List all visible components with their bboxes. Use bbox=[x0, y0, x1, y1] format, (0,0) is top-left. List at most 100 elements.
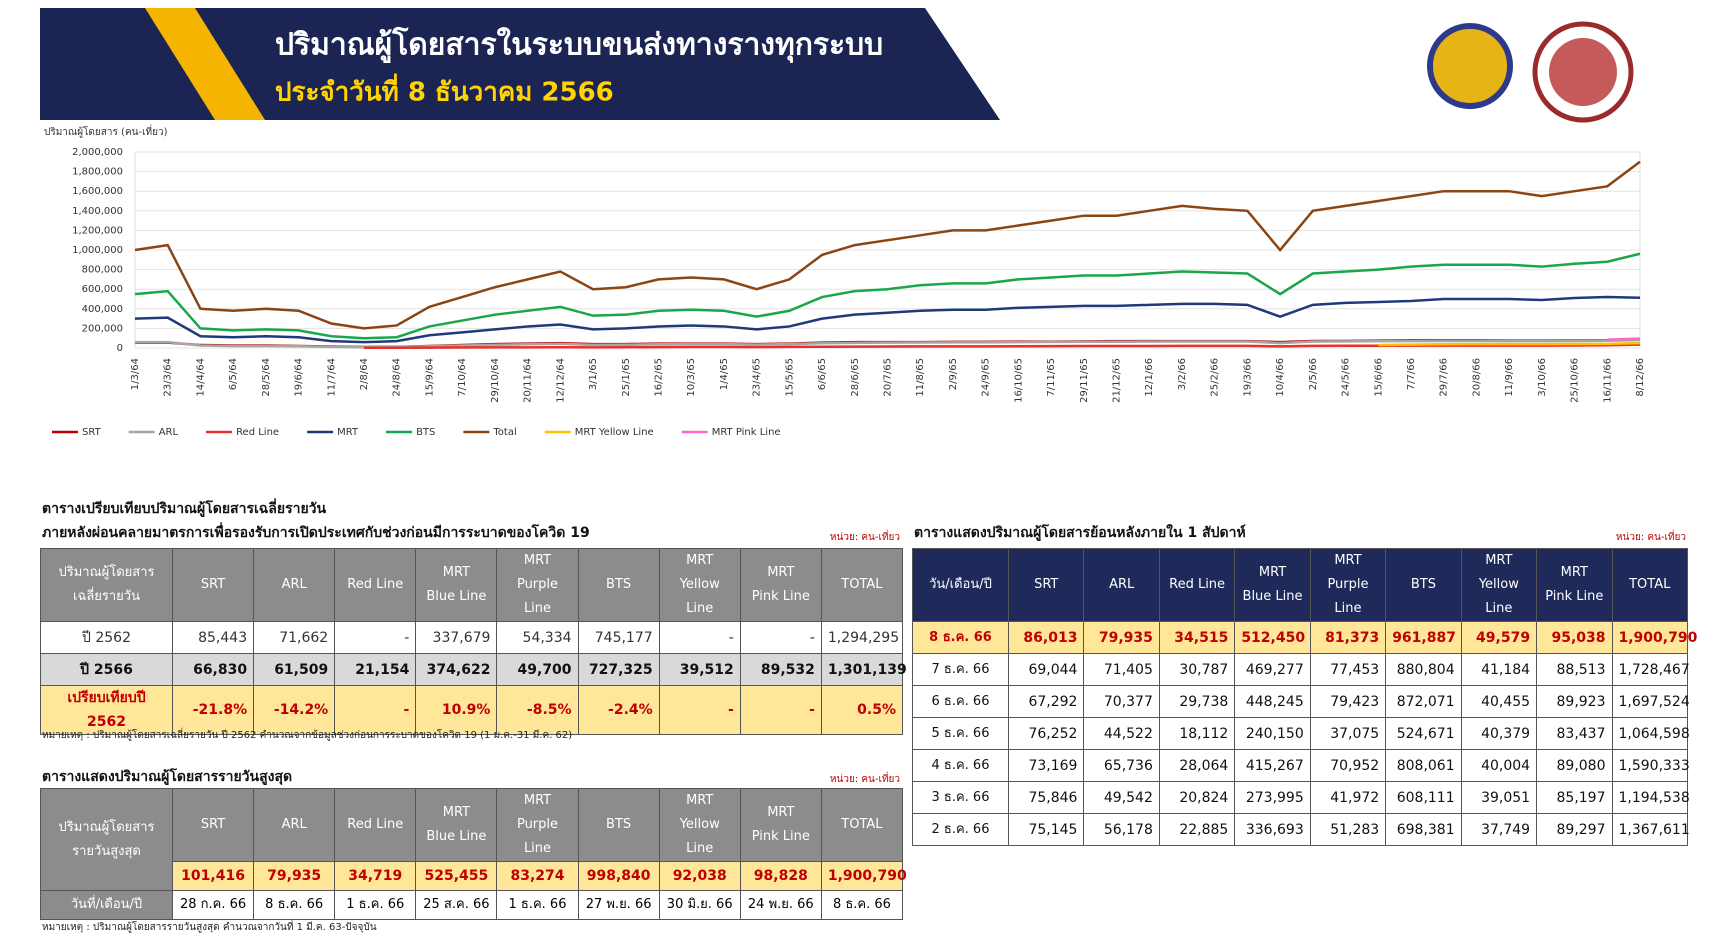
y-tick-label: 1,200,000 bbox=[72, 225, 123, 236]
table-cell: ปริมาณผู้โดยสาร รายวันสูงสุด bbox=[40, 788, 173, 891]
table-cell: - bbox=[334, 685, 417, 735]
table-cell: 40,455 bbox=[1460, 685, 1538, 718]
table-cell: BTS bbox=[577, 548, 660, 622]
table-cell: 1,294,295 bbox=[820, 621, 903, 654]
table-cell: 1,064,598 bbox=[1611, 717, 1690, 750]
table-cell: TOTAL bbox=[820, 788, 903, 862]
x-tick-label: 10/4/66 bbox=[1275, 358, 1286, 397]
table-cell: 698,381 bbox=[1385, 813, 1462, 846]
table-cell: Red Line bbox=[334, 788, 417, 862]
y-tick-label: 1,000,000 bbox=[72, 245, 123, 256]
table-cell: ARL bbox=[1083, 548, 1160, 622]
table-cell: 65,736 bbox=[1083, 749, 1160, 782]
table-cell: 44,522 bbox=[1083, 717, 1160, 750]
logo bbox=[1427, 23, 1513, 109]
table-cell: 8 ธ.ค. 66 bbox=[253, 890, 336, 920]
x-tick-label: 23/4/65 bbox=[752, 358, 763, 397]
table-cell: 337,679 bbox=[415, 621, 498, 654]
table-cell: 448,245 bbox=[1234, 685, 1311, 718]
table-cell: 73,169 bbox=[1007, 749, 1085, 782]
x-tick-label: 20/8/66 bbox=[1471, 358, 1482, 397]
subtitle: ประจำวันที่ 8 ธันวาคม 2566 bbox=[275, 73, 614, 108]
table-cell: SRT bbox=[171, 548, 255, 622]
x-tick-label: 25/10/66 bbox=[1570, 358, 1581, 403]
x-tick-label: 10/3/65 bbox=[686, 358, 697, 397]
table-cell: 34,515 bbox=[1158, 621, 1236, 654]
table-cell: BTS bbox=[577, 788, 660, 862]
table-cell: 30 มิ.ย. 66 bbox=[658, 890, 741, 920]
table-cell: 22,885 bbox=[1158, 813, 1236, 846]
x-tick-label: 20/11/64 bbox=[523, 358, 534, 403]
table-cell: 79,935 bbox=[1083, 621, 1160, 654]
table-cell: 49,542 bbox=[1083, 781, 1160, 814]
table-cell: MRT Pink Line bbox=[739, 788, 822, 862]
table-unit: หน่วย: คน-เที่ยว bbox=[829, 774, 900, 785]
table-cell: ARL bbox=[253, 548, 336, 622]
table-cell: SRT bbox=[171, 788, 255, 862]
x-tick-label: 7/10/64 bbox=[457, 358, 468, 397]
legend-label: MRT Yellow Line bbox=[575, 427, 654, 438]
legend-label: Total bbox=[492, 427, 516, 438]
table-cell: 608,111 bbox=[1385, 781, 1462, 814]
table-cell: 961,887 bbox=[1385, 621, 1462, 654]
x-tick-label: 15/6/66 bbox=[1373, 358, 1384, 397]
legend-label: BTS bbox=[416, 427, 435, 438]
x-tick-label: 2/5/66 bbox=[1308, 358, 1319, 390]
legend-label: Red Line bbox=[236, 427, 279, 438]
table-cell: TOTAL bbox=[1611, 548, 1688, 622]
table-cell: MRT Purple Line bbox=[1309, 548, 1387, 622]
table-unit: หน่วย: คน-เที่ยว bbox=[829, 532, 900, 543]
table-cell: 273,995 bbox=[1234, 781, 1311, 814]
x-tick-label: 2/9/65 bbox=[948, 358, 959, 390]
x-tick-label: 29/11/65 bbox=[1079, 358, 1090, 403]
table-cell: MRT Yellow Line bbox=[658, 548, 741, 622]
table-title: ตารางแสดงปริมาณผู้โดยสารย้อนหลังภายใน 1 … bbox=[914, 525, 1246, 541]
table-cell: 71,662 bbox=[253, 621, 336, 654]
table-cell: 89,297 bbox=[1536, 813, 1613, 846]
y-tick-label: 1,800,000 bbox=[72, 167, 123, 178]
table-cell: 7 ธ.ค. 66 bbox=[912, 653, 1009, 686]
table-cell: TOTAL bbox=[820, 548, 903, 622]
table-cell: SRT bbox=[1007, 548, 1085, 622]
table-cell: 85,197 bbox=[1536, 781, 1613, 814]
x-tick-label: 25/2/66 bbox=[1210, 358, 1221, 397]
banner-bg bbox=[40, 8, 1000, 120]
x-tick-label: 29/10/64 bbox=[490, 358, 501, 403]
x-tick-label: 28/6/65 bbox=[850, 358, 861, 397]
header-row: วัน/เดือน/ปี SRT ARL Red Line MRT Blue Line M… bbox=[912, 548, 1688, 622]
table-row: 4 ธ.ค. 66 73,169 65,736 28,064 415,267 70,952… bbox=[912, 749, 1690, 782]
table-cell: 1,900,790 bbox=[820, 861, 907, 891]
table-cell: 512,450 bbox=[1234, 621, 1311, 654]
table-row: เปรียบเทียบปี 2562 -21.8% -14.2% -10.9% -8.5… bbox=[40, 685, 903, 735]
table-cell: MRT Blue Line bbox=[1234, 548, 1311, 622]
table-cell: 41,184 bbox=[1460, 653, 1538, 686]
table-cell: 81,373 bbox=[1309, 621, 1387, 654]
table-cell: 525,455 bbox=[415, 861, 498, 891]
table-cell: 79,423 bbox=[1309, 685, 1387, 718]
x-tick-label: 1/3/64 bbox=[130, 358, 141, 390]
table-cell: 24 พ.ย. 66 bbox=[739, 890, 822, 920]
table-cell: 30,787 bbox=[1158, 653, 1236, 686]
table-cell: 1 ธ.ค. 66 bbox=[496, 890, 579, 920]
x-tick-label: 28/5/64 bbox=[261, 358, 272, 397]
table-cell: 1,697,524 bbox=[1611, 685, 1690, 718]
table-row: ปี 2562 85,443 71,662-337,679 54,334 745,177… bbox=[40, 621, 903, 654]
table-cell: 745,177 bbox=[577, 621, 660, 654]
table-cell: 880,804 bbox=[1385, 653, 1462, 686]
table-cell: 415,267 bbox=[1234, 749, 1311, 782]
table-note: หมายเหตุ : ปริมาณผู้โดยสารเฉลี่ยรายวัน ป… bbox=[42, 730, 573, 741]
table-cell: - bbox=[658, 621, 741, 654]
table-cell: 75,846 bbox=[1007, 781, 1085, 814]
header-row: ปริมาณผู้โดยสาร รายวันสูงสุด SRT ARL Red Li… bbox=[40, 788, 903, 891]
x-tick-label: 15/9/64 bbox=[424, 358, 435, 397]
table-cell: 39,512 bbox=[658, 653, 741, 686]
table-cell: 66,830 bbox=[171, 653, 255, 686]
table-cell: Red Line bbox=[334, 548, 417, 622]
table-cell: 86,013 bbox=[1007, 621, 1085, 654]
table-cell: 998,840 bbox=[577, 861, 660, 891]
table-cell: 75,145 bbox=[1007, 813, 1085, 846]
table-row: วันที่/เดือน/ปี 28 ก.ค. 66 8 ธ.ค. 66 1 ธ.ค.… bbox=[40, 890, 903, 920]
x-tick-label: 24/9/65 bbox=[981, 358, 992, 397]
x-tick-label: 12/12/64 bbox=[555, 358, 566, 403]
table-cell: 1,900,790 bbox=[1611, 621, 1697, 654]
